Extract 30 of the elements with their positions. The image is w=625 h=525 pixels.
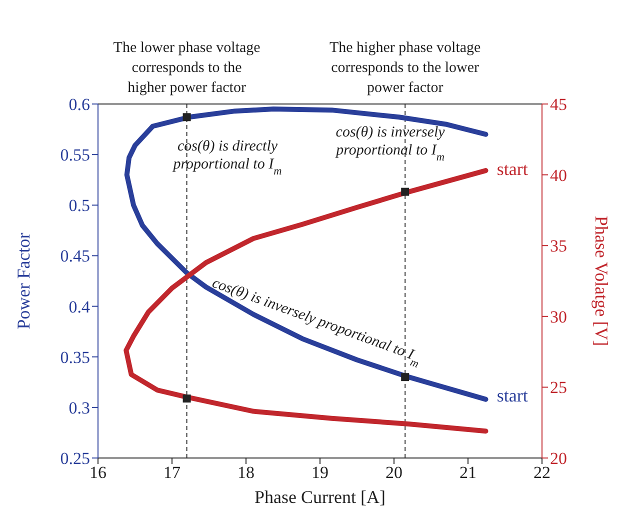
- x-tick-label: 20: [386, 463, 402, 482]
- x-tick-label: 21: [460, 463, 476, 482]
- y2-axis-title: Phase Volatge [V]: [592, 216, 612, 346]
- y2-tick-label: 30: [550, 307, 567, 326]
- y-tick-label: 0.35: [60, 348, 90, 367]
- x-tick-label: 17: [164, 463, 181, 482]
- annotation: cos(θ) is inversely proportional to I$_{m}$: [335, 124, 446, 164]
- x-axis-title: Phase Current [A]: [254, 487, 386, 507]
- y2-tick-label: 25: [550, 378, 567, 398]
- y-tick-label: 0.45: [60, 246, 90, 266]
- y2-tick-label: 40: [550, 166, 567, 185]
- annotation: cos(θ) is directly proportional to I$_{m}$: [172, 139, 282, 178]
- ref-line-label: The higher phase voltage corresponds to the lower power factor: [330, 40, 482, 96]
- x-tick-label: 19: [312, 463, 328, 482]
- y-axis-title: Power Factor: [13, 232, 34, 330]
- annotation: start: [496, 385, 528, 406]
- y2-tick-label: 45: [550, 95, 567, 114]
- y-tick-label: 0.25: [60, 449, 90, 468]
- annotation: start: [496, 158, 528, 179]
- x-tick-label: 18: [238, 463, 254, 482]
- y-tick-label: 0.4: [68, 297, 90, 316]
- x-tick-label: 22: [534, 463, 550, 482]
- y-tick-label: 0.55: [60, 146, 90, 165]
- y-tick-label: 0.5: [68, 196, 90, 216]
- y2-tick-label: 20: [550, 449, 567, 468]
- y-tick-label: 0.6: [68, 95, 90, 114]
- y2-tick-label: 35: [550, 236, 567, 256]
- x-tick-label: 16: [90, 463, 106, 482]
- y-tick-label: 0.3: [68, 398, 90, 418]
- ref-line-label: The lower phase voltage corresponds to the higher power factor: [113, 40, 261, 96]
